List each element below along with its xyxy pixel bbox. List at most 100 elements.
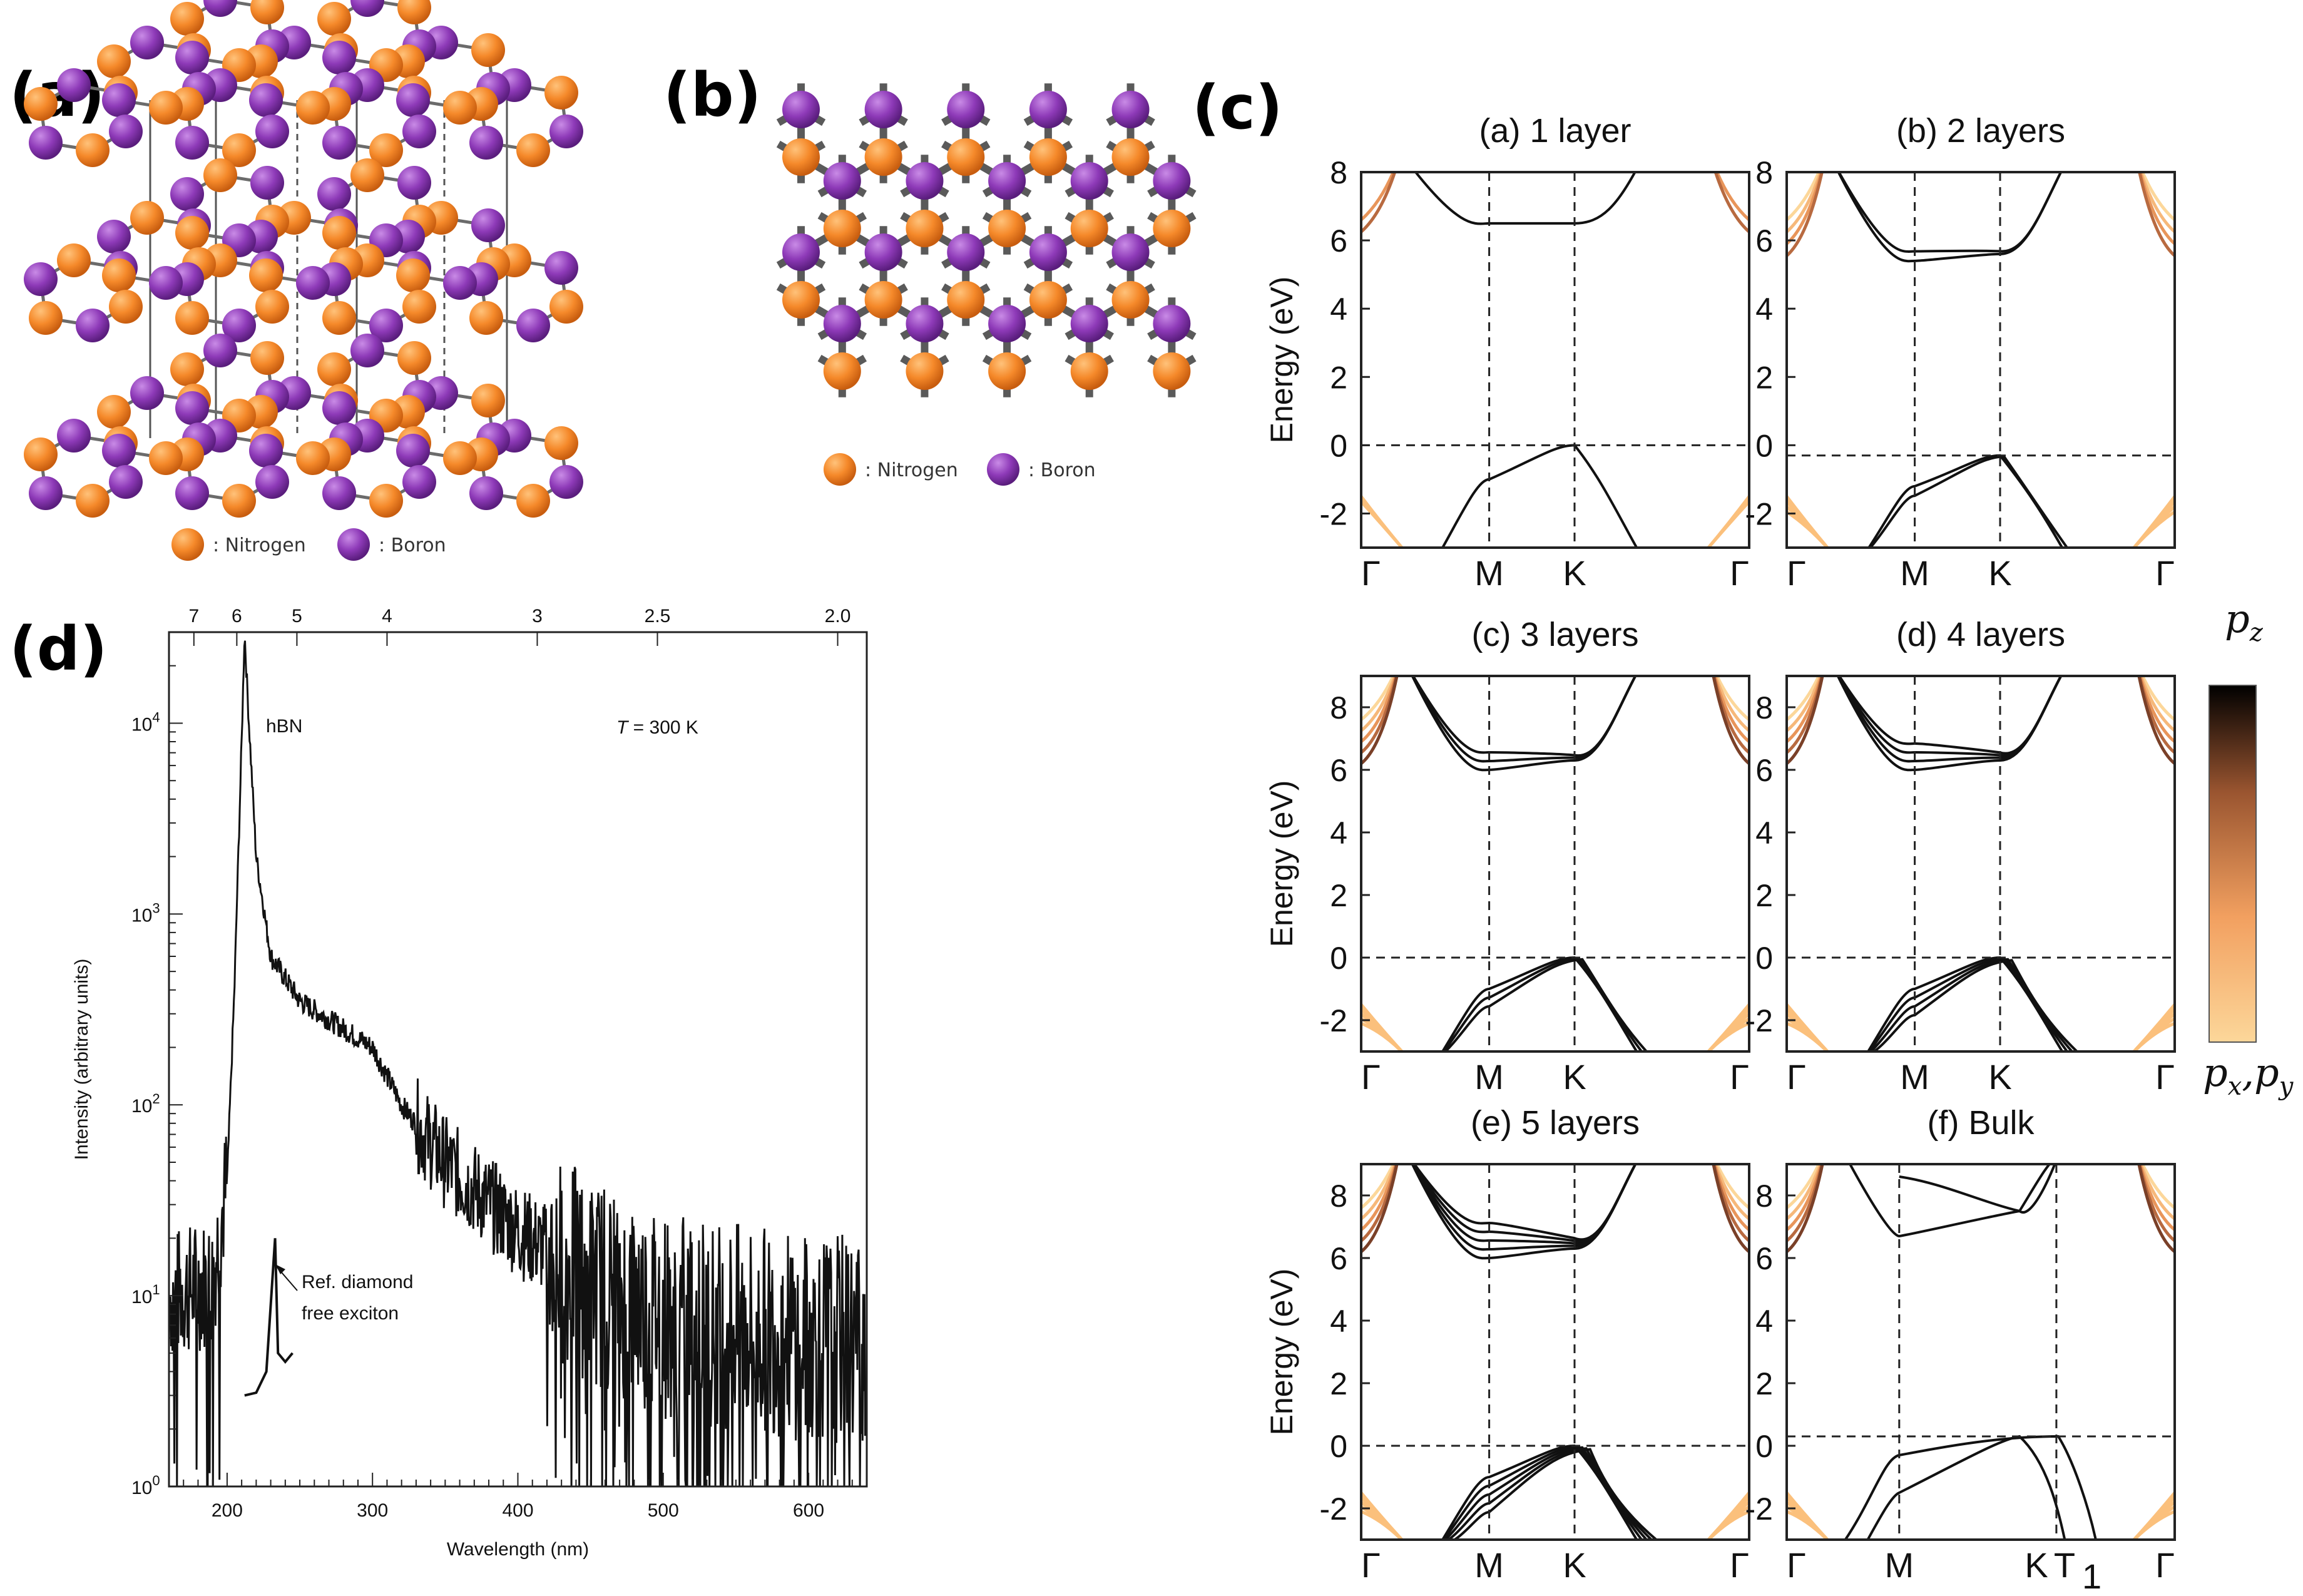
nitrogen-atom [29,301,63,335]
orbital-band-upper-left [1787,676,1824,765]
nitrogen-atom [1070,210,1108,247]
boron-atom [97,220,131,253]
nitrogen-atom [97,395,131,429]
boron-atom [516,309,550,342]
reference-label-line2: free exciton [302,1303,399,1324]
top-tick-label: 6 [232,606,242,627]
nitrogen-atom [255,290,289,324]
orbital-band-upper-right [2138,1164,2175,1231]
boron-atom [29,476,63,510]
y-tick-label: 2 [1755,1366,1773,1401]
band-panel-title: (f) Bulk [1927,1104,2035,1142]
y-tick-label: 6 [1330,223,1347,258]
temperature-label: T = 300 K [616,717,698,738]
y-tick-label: 100 [131,1473,160,1498]
boron-atom [29,126,63,160]
x-tick-label: 600 [793,1500,824,1521]
orbital-band-upper-left [1361,676,1397,743]
y-tick-label: 8 [1330,690,1347,725]
hbn-spectrum-line [169,640,866,1486]
band-panel-5: 8 6 4 2 0 -2 (e) 5 layers Energy (eV) Γ M K Γ [1264,1104,1750,1585]
y-tick-label: 8 [1755,155,1773,190]
y-tick-label: 8 [1330,155,1347,190]
valence-band [1869,455,2069,548]
band-panel-3: 8 6 4 2 0 -2 (c) 3 layers Energy (eV) Γ M K Γ [1264,616,1750,1097]
orbital-band-upper-left [1361,1164,1397,1231]
nitrogen-atom [1111,138,1150,176]
nitrogen-atom [988,210,1026,247]
y-tick-label: 2 [1755,360,1773,395]
plot-frame [1785,675,2176,1053]
conduction-band [1411,676,1637,763]
boron-atom [988,305,1026,342]
orbital-band-upper-right [2138,676,2175,743]
y-tick-label: 0 [1330,428,1347,463]
kpoint-label: K [1563,553,1586,593]
orbital-band-lower-right [2132,510,2175,548]
nitrogen-atom [1111,281,1150,319]
boron-atom [1070,305,1108,342]
nitrogen-atom [369,484,403,518]
nitrogen-atom [170,2,204,36]
x-tick-label: 200 [212,1500,243,1521]
y-axis-label: Energy (eV) [1264,277,1299,444]
orbital-band-upper-left [1787,676,1823,743]
band-panel-title: (e) 5 layers [1471,1104,1640,1142]
y-tick-label: -2 [1745,1003,1773,1038]
legend-b: : Nitrogen : Boron [824,453,1096,486]
top-tick-label: 2.5 [645,606,671,627]
nitrogen-atom [76,133,110,167]
boron-atom [249,434,283,468]
boron-atom [175,391,209,425]
legend-a: : Nitrogen : Boron [171,528,446,561]
boron-atom [24,262,58,296]
x-tick-label: 300 [357,1500,388,1521]
boron-atom [544,251,578,285]
nitrogen-atom [24,437,58,471]
orbital-band-upper-left [1787,172,1821,222]
boron-atom [322,41,356,74]
orbital-band-lower-right [2132,1021,2175,1051]
y-tick-label: 2 [1330,878,1347,913]
boron-atom [322,126,356,160]
sample-label: hBN [266,716,302,737]
nitrogen-atom [57,243,91,277]
boron-atom [469,476,503,510]
band-panel-6: 8 6 4 2 0 -2 (f) Bulk Γ M K T 1 Γ [1745,1104,2176,1596]
boron-atom [149,266,183,300]
boron-atom [296,266,330,300]
orbital-band-lower-right [2132,1510,2175,1540]
hbn-layer-3 [24,334,583,518]
band-structure-grid: 8 6 4 2 0 -2 (a) 1 layer Energy (eV) Γ M K Γ 8 6 4 2 0 -2… [1264,112,2176,1596]
boron-atom [1029,91,1067,128]
orbital-band-upper-left [1361,1164,1399,1253]
band-panel-1: 8 6 4 2 0 -2 (a) 1 layer Energy (eV) Γ M K Γ [1264,112,1750,593]
y-tick-label: 2 [1330,1366,1347,1401]
nitrogen-atom [1070,352,1108,390]
top-tick-label: 2.0 [825,606,851,627]
kpoint-label: Γ [1361,1545,1381,1585]
y-tick-label: 102 [131,1091,160,1117]
diamond-reference-line [244,1238,294,1397]
orbital-band-upper-right [1715,676,1749,721]
nitrogen-legend-swatch-a [171,528,204,561]
band-panel-title: (c) 3 layers [1471,616,1638,653]
orbital-band-upper-right [1713,1164,1749,1220]
nitrogen-atom [471,33,505,67]
kpoint-label: M [1474,553,1504,593]
panel-label-c: (c) [1192,73,1283,143]
y-tick-label: 4 [1330,292,1347,327]
y-tick-label: -2 [1320,496,1347,531]
boron-atom [130,376,164,410]
orbital-band-upper-right [1712,676,1749,765]
nitrogen-atom [250,341,284,375]
y-tick-label: -2 [1320,1491,1347,1527]
kpoint-label: K [1563,1545,1586,1585]
reference-label-line1: Ref. diamond [302,1272,413,1292]
y-tick-label: 8 [1330,1179,1347,1214]
nitrogen-atom [906,210,944,247]
nitrogen-atom [350,158,384,192]
boron-atom [396,434,430,468]
orbital-band-upper-left [1787,676,1822,732]
nitrogen-atom [402,290,436,324]
